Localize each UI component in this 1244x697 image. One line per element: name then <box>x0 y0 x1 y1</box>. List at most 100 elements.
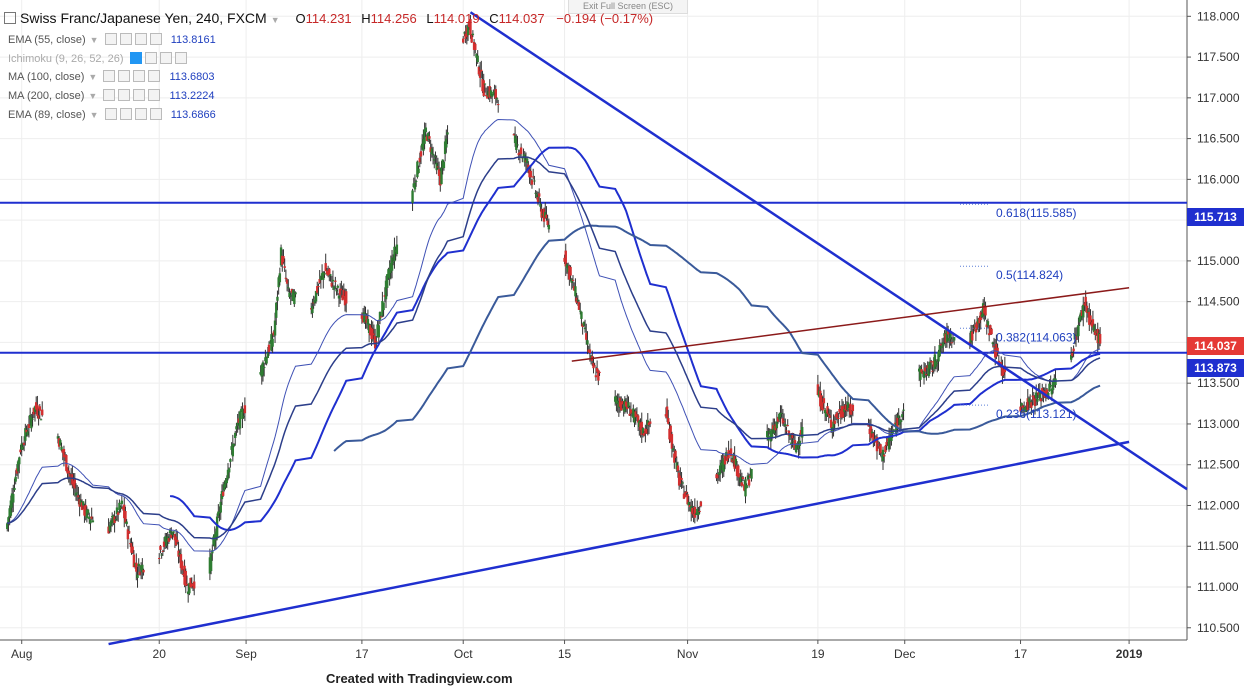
candle-body <box>744 479 747 497</box>
candle-body <box>493 90 496 93</box>
candle-body <box>1085 305 1089 313</box>
candle-body <box>1038 390 1042 400</box>
candle-body <box>969 331 973 343</box>
candle-body <box>132 554 136 568</box>
chevron-down-icon[interactable]: ▼ <box>89 110 99 120</box>
chevron-down-icon[interactable]: ▼ <box>270 15 280 25</box>
candle-body <box>749 475 752 478</box>
candle-body <box>317 286 320 288</box>
indicator-ema55[interactable]: EMA (55, close) ▼ 113.8161 <box>8 33 216 46</box>
candle-body <box>237 418 241 423</box>
candle-body <box>265 357 268 364</box>
candle-body <box>778 413 781 420</box>
candle-body <box>926 365 929 369</box>
candle-body <box>732 454 735 461</box>
candle-body <box>264 357 267 362</box>
candle-body <box>477 66 481 75</box>
chevron-down-icon[interactable]: ▼ <box>88 72 98 82</box>
indicator-ma200[interactable]: MA (200, close) ▼ 113.2224 <box>8 89 215 102</box>
eye-icon[interactable] <box>103 89 116 101</box>
close-icon[interactable] <box>148 89 161 101</box>
candle-body <box>469 19 472 35</box>
eye-icon[interactable] <box>103 70 116 82</box>
close-icon[interactable] <box>174 52 187 64</box>
candle-body <box>9 500 13 516</box>
candle-body <box>446 132 449 135</box>
candle-body <box>1095 331 1098 333</box>
add-icon[interactable] <box>134 108 147 120</box>
candle-body <box>569 266 572 276</box>
candle-body <box>468 21 471 28</box>
candle-body <box>82 501 85 506</box>
candle-body <box>235 426 238 430</box>
candle-body <box>392 262 395 264</box>
trendline-descending <box>469 11 1188 491</box>
candle-body <box>123 504 126 519</box>
candle-body <box>12 493 15 503</box>
candle-body <box>901 414 904 418</box>
candle-body <box>73 479 76 489</box>
indicator-ichimoku[interactable]: Ichimoku (9, 26, 52, 26) <box>8 52 187 65</box>
candle-body <box>792 441 795 443</box>
candle-body <box>360 313 364 319</box>
add-icon[interactable] <box>134 33 147 45</box>
candle-body <box>130 543 133 553</box>
settings-icon[interactable] <box>118 89 131 101</box>
collapse-icon[interactable] <box>4 12 16 24</box>
candle-body <box>270 334 273 351</box>
add-icon[interactable] <box>133 89 146 101</box>
candle-body <box>1030 402 1033 408</box>
candle-body <box>208 557 212 574</box>
candle-body <box>112 515 115 524</box>
x-tick-label: Sep <box>235 647 257 661</box>
candle-body <box>425 136 429 141</box>
candle-body <box>488 86 491 98</box>
candle-body <box>769 430 773 442</box>
settings-icon[interactable] <box>119 33 132 45</box>
candle-body <box>481 79 484 92</box>
candle-body <box>1096 328 1099 344</box>
candle-body <box>71 474 74 485</box>
candle-body <box>835 412 839 419</box>
candle-body <box>720 462 723 466</box>
candle-body <box>441 159 444 169</box>
chevron-down-icon[interactable]: ▼ <box>88 91 98 101</box>
exit-fullscreen-button[interactable]: Exit Full Screen (ESC) <box>568 0 688 14</box>
candle-body <box>310 308 313 310</box>
close-icon[interactable] <box>149 33 162 45</box>
candle-body <box>544 211 547 218</box>
candle-body <box>1074 335 1078 341</box>
candle-body <box>68 474 72 477</box>
candle-body <box>1002 369 1005 376</box>
candle-body <box>885 442 888 446</box>
eye-icon[interactable] <box>104 108 117 120</box>
eye-icon[interactable] <box>129 52 142 64</box>
indicator-ema89[interactable]: EMA (89, close) ▼ 113.6866 <box>8 108 216 121</box>
eye-icon[interactable] <box>104 33 117 45</box>
settings-icon[interactable] <box>119 108 132 120</box>
candle-body <box>422 139 425 151</box>
chevron-down-icon[interactable]: ▼ <box>89 35 99 45</box>
candle-body <box>331 279 335 282</box>
price-tag-115713: 115.713 <box>1187 208 1244 226</box>
candle-body <box>566 267 570 272</box>
candle-body <box>384 280 388 300</box>
candle-body <box>416 161 419 178</box>
settings-icon[interactable] <box>144 52 157 64</box>
candle-body <box>131 546 134 554</box>
indicator-ma100[interactable]: MA (100, close) ▼ 113.6803 <box>8 70 215 83</box>
close-icon[interactable] <box>149 108 162 120</box>
candle-body <box>190 583 194 588</box>
candle-body <box>79 500 83 506</box>
candle-body <box>115 507 119 514</box>
candle-body <box>343 295 347 306</box>
candle-body <box>634 411 637 418</box>
settings-icon[interactable] <box>118 70 131 82</box>
close-icon[interactable] <box>148 70 161 82</box>
candle-body <box>621 401 624 405</box>
add-icon[interactable] <box>133 70 146 82</box>
add-icon[interactable] <box>159 52 172 64</box>
candle-body <box>722 458 725 472</box>
